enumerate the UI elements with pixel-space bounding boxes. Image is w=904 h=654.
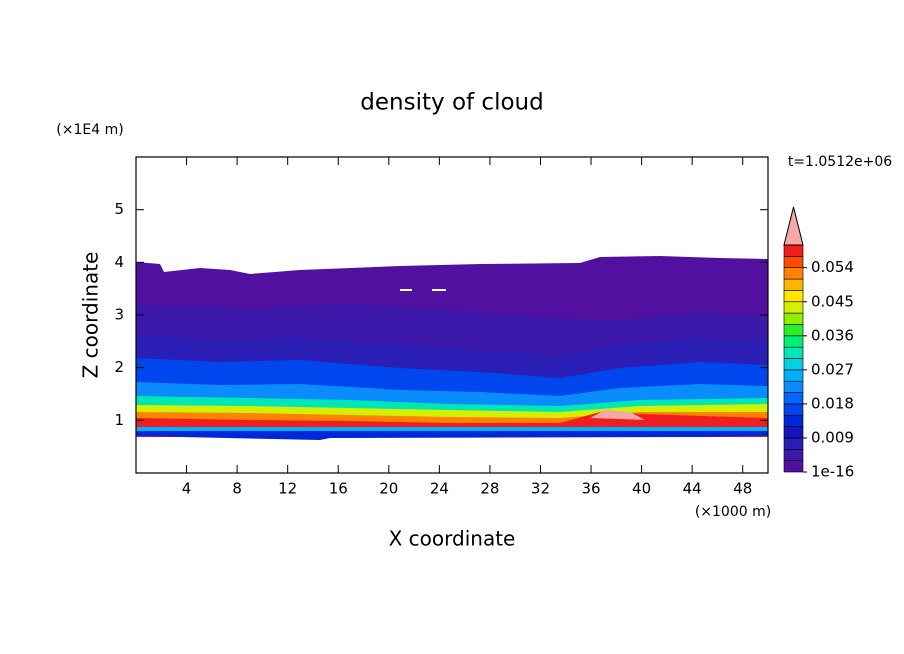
colorbar-box xyxy=(783,346,804,359)
colorbar-box xyxy=(783,290,804,303)
x-tick-label: 8 xyxy=(232,480,242,498)
y-tick-label: 1 xyxy=(114,411,124,429)
colorbar-box xyxy=(783,380,804,393)
colorbar-box xyxy=(783,335,804,348)
y-tick-label: 2 xyxy=(114,358,124,376)
x-axis-label: X coordinate xyxy=(389,527,516,551)
colorbar-box xyxy=(783,358,804,371)
x-tick-label: 24 xyxy=(430,480,449,498)
colorbar-box xyxy=(783,437,804,450)
colorbar-extension xyxy=(783,206,804,246)
y-tick-label: 5 xyxy=(114,200,124,218)
x-tick-label: 4 xyxy=(182,480,192,498)
y-tick-label: 4 xyxy=(114,253,124,271)
y-tick-label: 3 xyxy=(114,306,124,324)
y-unit-label: (×1E4 m) xyxy=(56,122,123,138)
colorbar-box xyxy=(783,426,804,439)
colorbar-box xyxy=(783,392,804,405)
x-unit-label: (×1000 m) xyxy=(695,504,771,520)
x-tick-label: 12 xyxy=(278,480,297,498)
colorbar-box xyxy=(783,414,804,427)
chart-title: density of cloud xyxy=(360,90,543,116)
colorbar-box xyxy=(783,256,804,269)
colorbar-tick-label: 0.054 xyxy=(811,258,854,276)
x-tick-label: 44 xyxy=(683,480,702,498)
colorbar-tick-label: 1e-16 xyxy=(811,463,854,481)
x-tick-label: 20 xyxy=(379,480,398,498)
time-label: t=1.0512e+06 xyxy=(788,154,892,170)
x-tick-label: 32 xyxy=(531,480,550,498)
x-tick-label: 36 xyxy=(581,480,600,498)
x-tick-label: 40 xyxy=(632,480,651,498)
contour-field xyxy=(136,256,768,440)
colorbar-tick-label: 0.009 xyxy=(811,428,854,446)
colorbar-box xyxy=(783,369,804,382)
colorbar-box xyxy=(783,460,804,473)
y-axis-label: Z coordinate xyxy=(79,252,103,379)
x-tick-label: 16 xyxy=(329,480,348,498)
colorbar-box xyxy=(783,267,804,280)
colorbar-tick-label: 0.018 xyxy=(811,394,854,412)
x-tick-label: 48 xyxy=(733,480,752,498)
colorbar-box xyxy=(783,403,804,416)
colorbar-box xyxy=(783,448,804,461)
x-tick-label: 28 xyxy=(480,480,499,498)
colorbar-box xyxy=(783,278,804,291)
colorbar-tick-label: 0.036 xyxy=(811,326,854,344)
colorbar-tick-label: 0.027 xyxy=(811,360,854,378)
colorbar-box xyxy=(783,301,804,314)
colorbar-box xyxy=(783,244,804,257)
colorbar-tick-label: 0.045 xyxy=(811,292,854,310)
colorbar-box xyxy=(783,324,804,337)
colorbar-box xyxy=(783,312,804,325)
